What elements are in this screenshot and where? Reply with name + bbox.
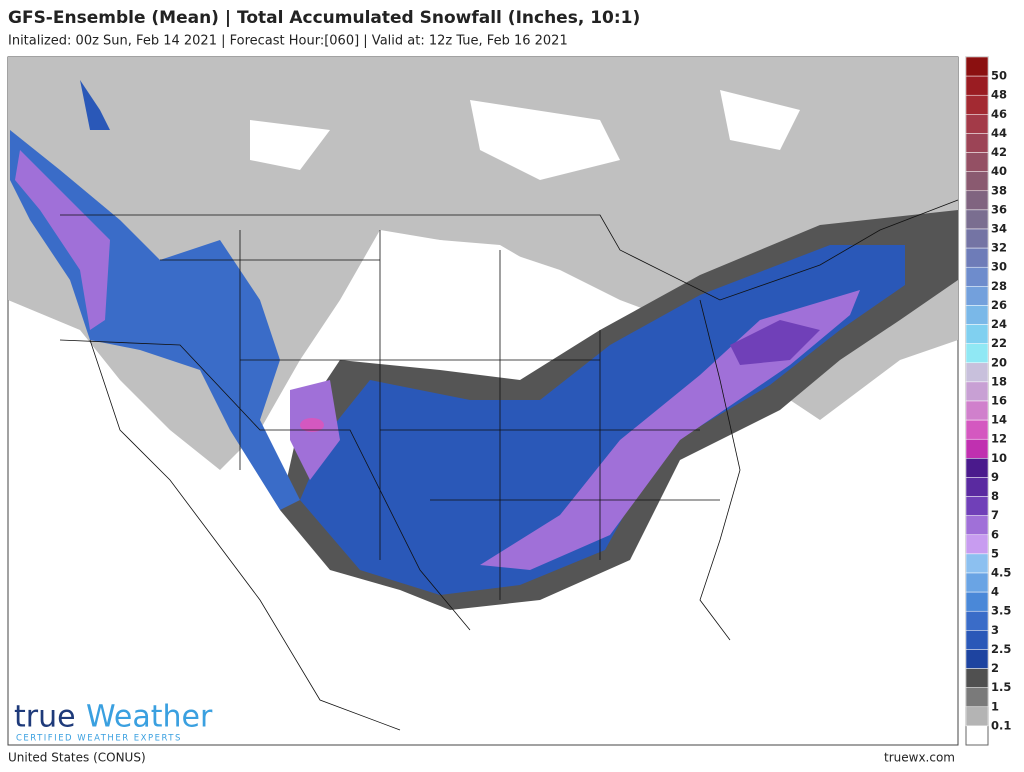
legend-swatch bbox=[965, 209, 989, 230]
legend-swatch bbox=[965, 534, 989, 555]
legend-swatch bbox=[965, 56, 989, 77]
title: GFS-Ensemble (Mean) | Total Accumulated … bbox=[8, 8, 640, 28]
legend-swatch bbox=[965, 553, 989, 574]
legend-label: 6 bbox=[991, 527, 999, 541]
legend-swatch bbox=[965, 668, 989, 688]
legend-swatch bbox=[965, 419, 989, 440]
west-snow-core bbox=[15, 150, 340, 480]
legend-label: 3.5 bbox=[991, 604, 1011, 618]
legend-swatch bbox=[965, 649, 989, 669]
legend-label: 5 bbox=[991, 546, 999, 560]
legend-label: 22 bbox=[991, 336, 1007, 350]
north-snow bbox=[80, 80, 110, 130]
legend-swatch bbox=[965, 438, 989, 459]
map bbox=[7, 56, 959, 746]
legend-label: 44 bbox=[991, 126, 1007, 140]
legend-swatch bbox=[965, 362, 989, 383]
legend-label: 9 bbox=[991, 470, 999, 484]
legend-label: 0.1 bbox=[991, 718, 1011, 732]
legend-label: 1.5 bbox=[991, 680, 1011, 694]
legend-label: 34 bbox=[991, 222, 1007, 236]
legend-swatch bbox=[965, 114, 989, 134]
legend-swatch bbox=[965, 477, 989, 497]
legend-swatch bbox=[965, 266, 989, 287]
legend-swatch bbox=[965, 171, 989, 192]
legend-label: 38 bbox=[991, 183, 1007, 197]
legend-swatch bbox=[965, 687, 989, 708]
legend-label: 36 bbox=[991, 202, 1007, 216]
legend-swatch bbox=[965, 305, 989, 325]
logo-tagline: CERTIFIED WEATHER EXPERTS bbox=[16, 734, 182, 744]
legend-label: 14 bbox=[991, 413, 1007, 427]
legend-swatch bbox=[965, 133, 989, 153]
legend: 5048464442403836343230282624222018161412… bbox=[965, 56, 1011, 746]
legend-swatch bbox=[965, 400, 989, 421]
subtitle: Initalized: 00z Sun, Feb 14 2021 | Forec… bbox=[8, 34, 568, 49]
legend-swatch bbox=[965, 343, 989, 364]
legend-swatch bbox=[965, 496, 989, 516]
legend-label: 46 bbox=[991, 107, 1007, 121]
legend-label: 2.5 bbox=[991, 642, 1011, 656]
legend-swatch bbox=[965, 190, 989, 211]
legend-label: 20 bbox=[991, 355, 1007, 369]
legend-label: 3 bbox=[991, 623, 999, 637]
legend-swatch bbox=[965, 591, 989, 612]
no-snow-plains bbox=[380, 235, 600, 370]
legend-label: 18 bbox=[991, 374, 1007, 388]
legend-label: 30 bbox=[991, 260, 1007, 274]
footer-site: truewx.com bbox=[884, 751, 955, 765]
legend-swatch bbox=[965, 94, 989, 115]
legend-label: 26 bbox=[991, 298, 1007, 312]
legend-label: 42 bbox=[991, 145, 1007, 159]
legend-swatch bbox=[965, 515, 989, 536]
legend-label: 7 bbox=[991, 508, 999, 522]
legend-label: 28 bbox=[991, 279, 1007, 293]
legend-swatch bbox=[965, 228, 989, 249]
legend-label: 24 bbox=[991, 317, 1007, 331]
legend-swatch bbox=[965, 630, 989, 650]
legend-label: 10 bbox=[991, 451, 1007, 465]
legend-label: 8 bbox=[991, 489, 999, 503]
logo-brand-left: true bbox=[14, 700, 76, 735]
legend-label: 12 bbox=[991, 432, 1007, 446]
legend-label: 4.5 bbox=[991, 566, 1011, 580]
legend-swatch bbox=[965, 324, 989, 344]
legend-label: 2 bbox=[991, 661, 999, 675]
legend-swatch bbox=[965, 572, 989, 593]
legend-swatch bbox=[965, 706, 989, 727]
legend-label: 50 bbox=[991, 69, 1007, 83]
footer-region: United States (CONUS) bbox=[8, 751, 146, 765]
legend-swatch bbox=[965, 381, 989, 402]
legend-swatch bbox=[965, 458, 989, 478]
legend-swatch bbox=[965, 75, 989, 96]
legend-swatch bbox=[965, 610, 989, 631]
legend-label: 40 bbox=[991, 164, 1007, 178]
no-snow-patches bbox=[250, 90, 800, 180]
legend-label: 48 bbox=[991, 88, 1007, 102]
legend-label: 32 bbox=[991, 241, 1007, 255]
west-snow-max bbox=[300, 418, 324, 432]
legend-swatch bbox=[965, 286, 989, 306]
legend-label: 1 bbox=[991, 699, 999, 713]
legend-swatch bbox=[965, 152, 989, 172]
snow-core-max bbox=[730, 320, 820, 365]
legend-label: 4 bbox=[991, 585, 999, 599]
legend-swatch bbox=[965, 247, 989, 268]
borders bbox=[59, 199, 959, 731]
legend-label: 16 bbox=[991, 394, 1007, 408]
logo-brand-right: Weather bbox=[86, 700, 213, 735]
